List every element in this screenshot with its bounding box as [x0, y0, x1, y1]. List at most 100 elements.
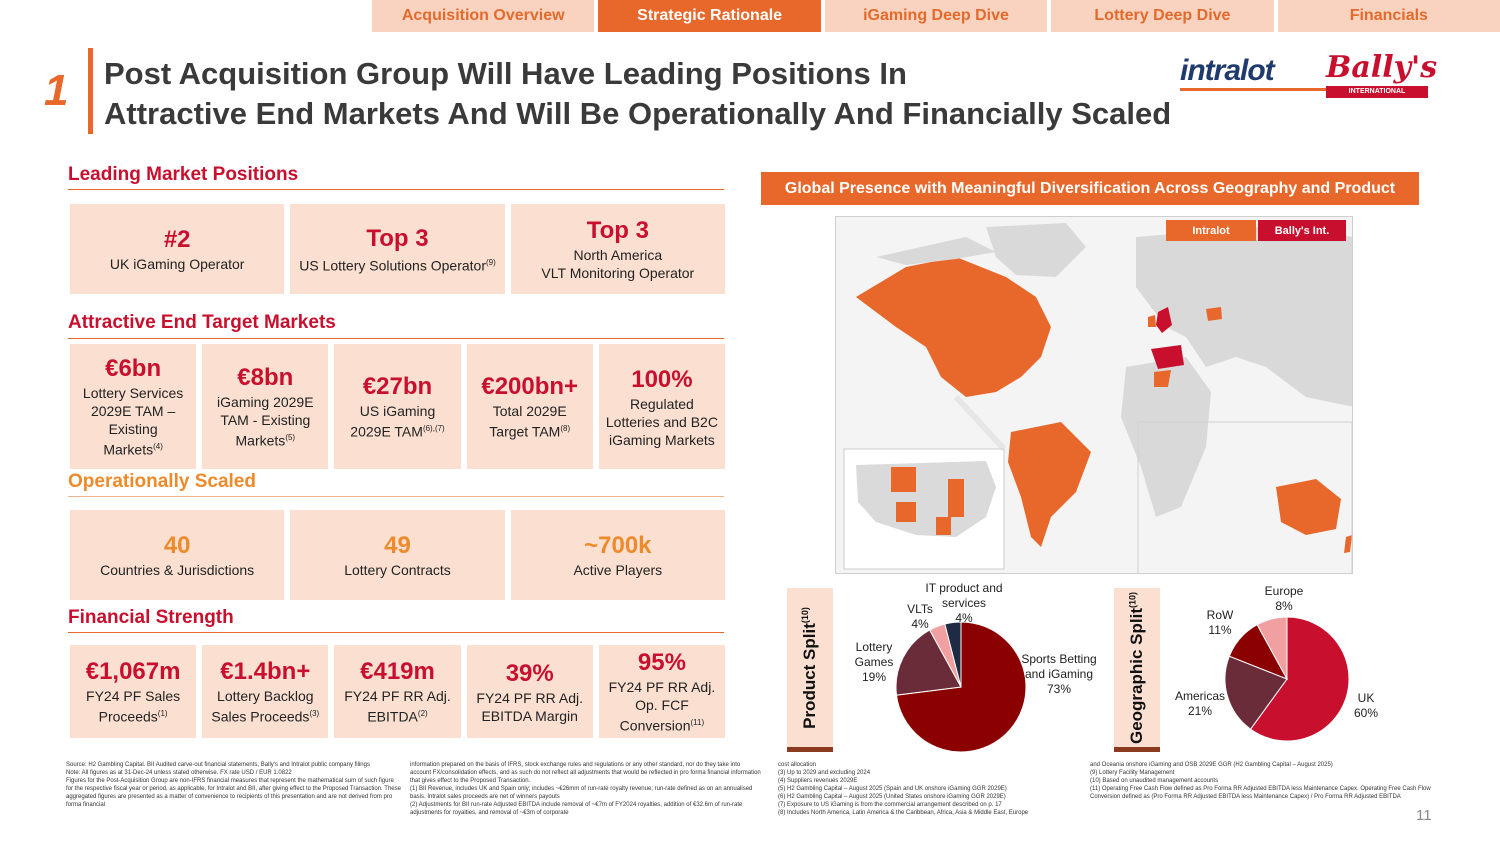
attractive-card-line: Existing: [108, 421, 158, 438]
pie-label-value: 21%: [1187, 704, 1213, 718]
tab-strategic-rationale[interactable]: Strategic Rationale: [598, 0, 821, 32]
operational-divider: [68, 496, 724, 497]
financial-card-line-text: Sales Proceeds: [211, 708, 310, 725]
tab-financials[interactable]: Financials: [1277, 0, 1500, 32]
footnote-ref: (6),(7): [422, 424, 445, 434]
operational-card-active-players: ~700k Active Players: [510, 510, 725, 600]
attractive-divider: [68, 338, 724, 339]
attractive-card-total-tam: €200bn+ Total 2029E Target TAM(8): [466, 344, 593, 469]
attractive-card-line: Lottery Services: [82, 385, 184, 402]
attractive-card-line: Total 2029E: [492, 403, 567, 420]
section-number: 1: [44, 66, 69, 115]
map-africa: [1121, 357, 1211, 517]
pie-slice-uk: [1249, 617, 1349, 741]
map-new-zealand: [1344, 535, 1352, 553]
financial-card-line: Conversion(11): [620, 714, 704, 735]
legend-ballys: Bally's Int.: [1258, 220, 1346, 241]
attractive-card-line: iGaming 2029E: [217, 394, 314, 411]
footnote-ref: (9): [485, 257, 496, 267]
financial-card-line: EBITDA Margin: [481, 707, 578, 724]
geographic-split-label-text: Geographic Split: [1127, 607, 1147, 744]
financial-card-value: 39%: [505, 659, 554, 687]
operational-card-text: Active Players: [573, 562, 663, 578]
product-split-label-text: Product Split: [800, 622, 820, 729]
pie-label-name: services: [941, 596, 986, 610]
financial-card-lottery-backlog: €1.4bn+ Lottery Backlog Sales Proceeds(3…: [202, 645, 329, 738]
product-split-label: Product Split(10): [800, 607, 820, 729]
leading-card-us-lottery: Top 3 US Lottery Solutions Operator(9): [290, 204, 505, 294]
financial-card-line: Sales Proceeds(3): [211, 705, 319, 726]
pie-slice-lottery-games: [896, 629, 962, 696]
operationally-scaled-title: Operationally Scaled: [68, 471, 256, 492]
pie-label-name: IT product and: [925, 581, 1003, 595]
top-nav: Acquisition Overview Strategic Rationale…: [372, 0, 1500, 32]
pie-slice-it-product-and-services: [944, 622, 962, 688]
attractive-card-line: Markets(5): [236, 429, 296, 450]
pie-label-value: 60%: [1353, 706, 1379, 720]
world-map: [835, 216, 1353, 574]
footnote-ref: (5): [285, 433, 296, 443]
attractive-card-value: €8bn: [237, 364, 294, 392]
pie-label-name: UK: [1357, 691, 1375, 705]
geographic-split-pie: [1225, 617, 1349, 741]
leading-cards: #2 UK iGaming Operator Top 3 US Lottery …: [70, 204, 725, 294]
geo-label-uk: UK 60%: [1346, 691, 1386, 721]
financial-card-line-text: EBITDA: [367, 708, 418, 725]
attractive-card-value: €27bn: [362, 373, 433, 401]
financial-card-line: FY24 PF Sales: [86, 688, 181, 705]
footnote-ref: (2): [417, 709, 428, 719]
page-number: 11: [1416, 807, 1432, 824]
financial-card-line: Proceeds(1): [99, 705, 168, 726]
footnotes-col-2: information prepared on the basis of IFR…: [410, 762, 761, 816]
pie-label-value: 4%: [911, 617, 929, 631]
financial-cards: €1,067m FY24 PF Sales Proceeds(1) €1.4bn…: [70, 645, 726, 738]
operational-card-text: Lottery Contracts: [344, 562, 451, 578]
attractive-card-us-igaming-tam: €27bn US iGaming 2029E TAM(6),(7): [334, 344, 461, 469]
financial-card-value: 95%: [637, 649, 686, 677]
attractive-card-line-text: Markets: [235, 432, 286, 449]
tab-igaming-deep-dive[interactable]: iGaming Deep Dive: [824, 0, 1048, 32]
world-map-svg: [843, 223, 1352, 573]
global-presence-banner: Global Presence with Meaningful Diversif…: [761, 172, 1419, 205]
financial-card-value: €1.4bn+: [220, 658, 311, 686]
ballys-logo: Bally's: [1326, 50, 1438, 85]
pie-label-value: 73%: [1046, 682, 1072, 696]
attractive-card-line: Lotteries and B2C: [605, 413, 718, 430]
map-spain: [1151, 345, 1184, 369]
map-greenland: [986, 223, 1086, 277]
operational-card-text: Countries & Jurisdictions: [100, 562, 255, 578]
financial-card-line: FY24 PF RR Adj.: [608, 679, 716, 696]
product-split-pie: [896, 622, 1026, 752]
pie-slice-europe: [1256, 617, 1288, 680]
pie-label-value: 4%: [955, 611, 973, 625]
map-us-state-west: [891, 467, 916, 492]
tab-acquisition-overview[interactable]: Acquisition Overview: [372, 0, 595, 32]
attractive-card-line: iGaming Markets: [609, 431, 715, 448]
pie-slice-americas: [1225, 655, 1288, 730]
pie-label-value: 11%: [1208, 623, 1232, 637]
financial-card-fcf-conversion: 95% FY24 PF RR Adj. Op. FCF Conversion(1…: [598, 645, 726, 738]
attractive-card-regulated: 100% Regulated Lotteries and B2C iGaming…: [598, 344, 726, 469]
leading-card-vlt-monitoring: Top 3 North America VLT Monitoring Opera…: [510, 204, 725, 294]
leading-card-text-main: US Lottery Solutions Operator: [299, 257, 486, 274]
page-title-line2: Attractive End Markets And Will Be Opera…: [104, 96, 1172, 131]
operational-card-value: 49: [384, 532, 411, 559]
financial-card-line: Op. FCF: [635, 697, 689, 714]
map-us-state-east: [948, 479, 964, 517]
financial-strength-title: Financial Strength: [68, 607, 234, 628]
map-oceania-inset: [1137, 421, 1352, 573]
map-east-europe: [1206, 307, 1222, 321]
product-label-sports-igaming: Sports Betting and iGaming 73%: [1016, 652, 1102, 697]
map-us-state-south: [936, 517, 951, 535]
attractive-card-line-text: Markets: [103, 441, 154, 458]
footnote-ref: (10): [800, 606, 811, 623]
geographic-split-label: Geographic Split(10): [1127, 591, 1147, 743]
financial-divider: [68, 632, 724, 633]
tab-lottery-deep-dive[interactable]: Lottery Deep Dive: [1051, 0, 1274, 32]
financial-card-ebitda: €419m FY24 PF RR Adj. EBITDA(2): [334, 645, 461, 738]
footnote-ref: (1): [157, 709, 168, 719]
leading-card-value: Top 3: [586, 217, 649, 244]
attractive-card-line: US iGaming: [359, 403, 436, 420]
financial-card-line: FY24 PF RR Adj.: [344, 688, 451, 705]
geo-label-americas: Americas 21%: [1174, 689, 1226, 719]
